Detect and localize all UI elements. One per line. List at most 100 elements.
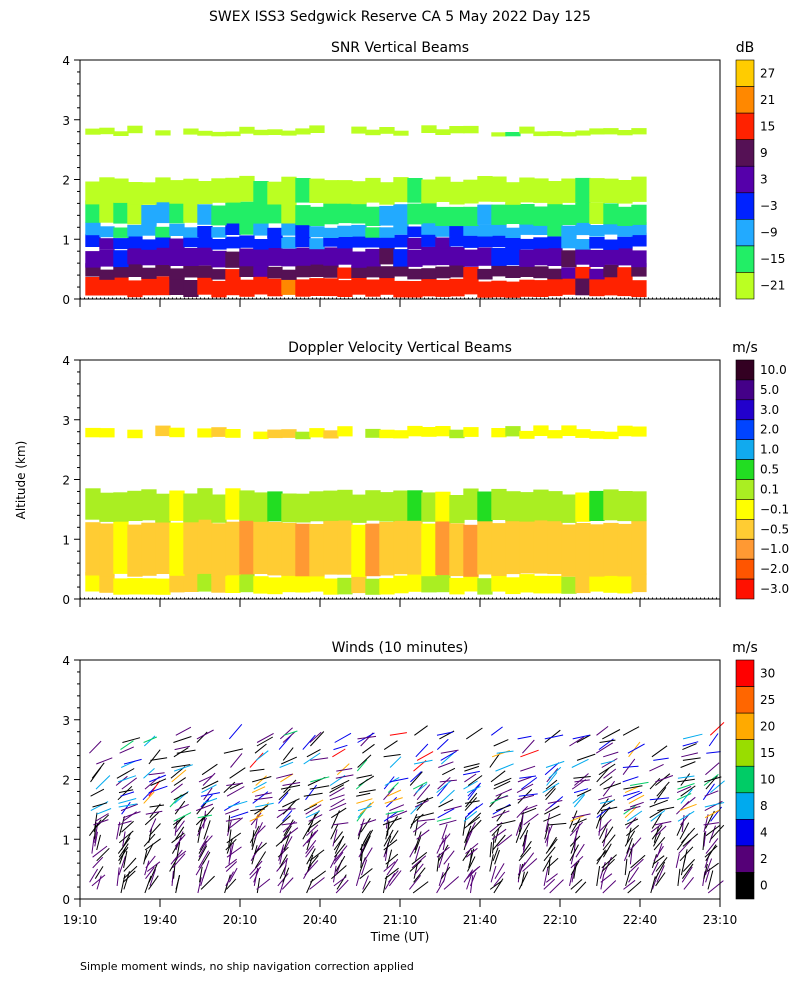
wind-barb [521, 811, 524, 829]
colorbar-swatch [735, 245, 755, 273]
wind-barb [309, 785, 330, 790]
wind-barb [600, 806, 618, 812]
wind-barb [256, 736, 274, 747]
heatmap-cell [561, 494, 577, 523]
wind-barb [704, 858, 713, 876]
heatmap-cell [169, 573, 185, 593]
wind-barb [89, 740, 102, 754]
heatmap-cell [449, 577, 465, 595]
heatmap-cell [617, 225, 633, 237]
heatmap-cell [323, 265, 339, 278]
wind-barb [171, 832, 185, 844]
wind-barb [704, 802, 725, 808]
wind-barb [548, 836, 557, 851]
heatmap-cell [631, 232, 647, 247]
wind-barb [176, 841, 181, 858]
heatmap-cell [589, 178, 605, 203]
heatmap-cell [463, 524, 479, 577]
heatmap-cell [365, 129, 381, 136]
heatmap-cell [197, 572, 213, 592]
wind-barb [705, 825, 720, 837]
wind-barb [121, 820, 134, 833]
wind-barb [703, 814, 709, 833]
wind-barb [624, 858, 628, 876]
wind-barb [624, 806, 638, 819]
wind-barb [256, 878, 271, 890]
wind-barb [305, 784, 318, 801]
heatmap-cell [561, 267, 577, 279]
wind-barb [173, 777, 186, 786]
wind-barb [123, 865, 138, 880]
wind-barb [144, 811, 160, 826]
x-axis-label: Time (UT) [370, 930, 430, 944]
wind-barb [282, 867, 290, 883]
wind-barb [623, 805, 641, 812]
heatmap-cell [421, 278, 437, 297]
wind-barb [173, 812, 192, 822]
wind-barb [279, 761, 294, 768]
heatmap-cell [113, 131, 129, 136]
heatmap-cell [281, 275, 297, 295]
wind-barb [116, 768, 135, 779]
wind-barb [173, 792, 189, 801]
heatmap-cell [169, 180, 185, 204]
wind-barb [282, 798, 300, 808]
wind-barb [385, 797, 398, 808]
heatmap-cell [225, 177, 241, 203]
snr-plot-area [80, 125, 720, 299]
wind-barb [282, 731, 296, 743]
heatmap-cell [435, 521, 451, 576]
wind-barb [148, 749, 161, 765]
wind-barb [254, 792, 272, 797]
wind-barb [120, 740, 134, 751]
heatmap-cell [225, 575, 241, 593]
wind-barb [223, 781, 236, 793]
heatmap-cell [561, 132, 577, 137]
wind-barb [600, 874, 605, 890]
winds-panel: Winds (10 minutes) 0 1 2 3 4 19:10 19:40 20:10 2… [62, 640, 775, 927]
wind-barb [228, 829, 232, 847]
wind-barb [90, 788, 105, 797]
wind-barb [416, 796, 434, 804]
wind-barb [256, 732, 274, 743]
wind-barb [680, 761, 696, 768]
x-tick-label: 23:10 [703, 913, 738, 927]
wind-barb [336, 763, 350, 776]
wind-barb [650, 810, 666, 822]
wind-barb [703, 863, 708, 879]
y-tick-label: 1 [62, 833, 70, 847]
wind-barb [436, 853, 440, 872]
wind-barb [574, 773, 589, 786]
wind-barb [384, 797, 403, 804]
heatmap-cell [239, 175, 255, 202]
heatmap-cell [155, 245, 171, 265]
heatmap-cell [225, 251, 241, 268]
wind-barb [626, 827, 632, 843]
heatmap-cell [253, 202, 269, 224]
wind-barb [656, 843, 663, 858]
heatmap-cell [561, 576, 577, 594]
wind-barb [417, 818, 435, 822]
wind-barb [120, 803, 138, 812]
wind-barb [329, 794, 345, 801]
heatmap-cell [183, 227, 199, 238]
heatmap-cell [197, 428, 213, 438]
heatmap-cell [337, 280, 353, 297]
wind-barb [630, 781, 649, 786]
heatmap-cell [183, 264, 199, 278]
wind-barb [655, 775, 674, 783]
wind-barb [655, 825, 667, 837]
wind-barb [281, 877, 294, 890]
heatmap-cell [183, 248, 199, 266]
heatmap-cell [519, 177, 535, 203]
wind-barb [571, 758, 589, 768]
wind-barb [305, 839, 317, 854]
wind-barb [116, 867, 120, 886]
colorbar-swatch [735, 379, 755, 401]
wind-barb [173, 764, 193, 772]
colorbar-label: −0.5 [760, 522, 789, 536]
wind-barb [702, 832, 706, 851]
wind-barb [517, 862, 526, 876]
heatmap-cell [631, 250, 647, 268]
wind-barb [465, 843, 479, 854]
